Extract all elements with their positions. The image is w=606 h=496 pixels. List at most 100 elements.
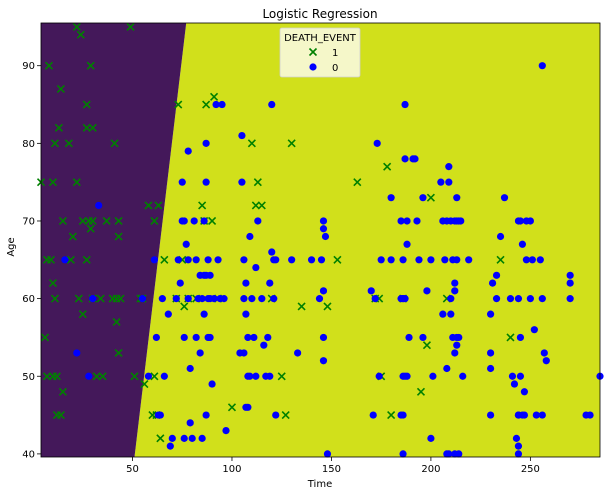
data-point-class-0 <box>413 217 421 225</box>
data-point-class-0 <box>492 295 501 303</box>
y-axis: 40 50 60 70 80 90 <box>22 61 41 460</box>
data-point-class-1 <box>72 178 81 187</box>
data-point-class-0 <box>89 295 97 303</box>
data-point-class-0 <box>405 333 413 342</box>
data-point-class-1 <box>333 255 342 264</box>
data-point-class-0 <box>496 232 505 241</box>
data-point-class-0 <box>415 256 423 264</box>
data-point-class-0 <box>441 256 449 264</box>
data-point-class-0 <box>399 256 407 264</box>
data-point-class-1 <box>247 139 256 148</box>
data-point-class-0 <box>397 217 405 225</box>
data-point-class-1 <box>88 123 97 132</box>
data-point-class-0 <box>516 333 525 342</box>
data-point-class-0 <box>401 295 409 303</box>
data-point-class-0 <box>196 349 204 357</box>
data-point-class-1 <box>297 302 306 311</box>
scatter-points <box>36 22 604 458</box>
data-point-class-1 <box>387 411 396 420</box>
x-tick-label: 100 <box>222 464 241 475</box>
data-point-class-1 <box>208 216 217 226</box>
data-point-class-1 <box>64 139 73 148</box>
data-point-class-0 <box>244 333 252 342</box>
data-point-class-0 <box>238 178 246 186</box>
data-point-class-0 <box>174 256 182 264</box>
data-point-class-0 <box>447 295 455 303</box>
data-point-class-1 <box>88 216 97 226</box>
data-point-class-0 <box>538 295 546 303</box>
data-point-class-0 <box>186 364 194 373</box>
data-point-class-1 <box>353 178 362 187</box>
data-point-class-0 <box>465 256 473 264</box>
data-point-class-1 <box>416 387 426 396</box>
data-point-class-1 <box>48 178 58 187</box>
data-point-class-0 <box>514 295 523 303</box>
data-point-class-0 <box>206 333 214 342</box>
data-point-class-0 <box>439 310 447 318</box>
data-point-class-0 <box>200 217 208 225</box>
data-point-class-0 <box>451 349 459 357</box>
data-point-class-0 <box>508 372 517 380</box>
data-point-class-0 <box>166 442 174 450</box>
data-point-class-0 <box>566 295 574 303</box>
data-point-class-1 <box>277 372 286 381</box>
data-point-class-0 <box>186 419 194 427</box>
legend-title: DEATH_EVENT <box>284 33 357 44</box>
data-point-class-1 <box>68 232 77 241</box>
data-point-class-1 <box>251 201 260 210</box>
data-point-class-0 <box>520 411 529 419</box>
data-point-class-0 <box>242 279 250 287</box>
data-point-class-0 <box>288 256 296 264</box>
data-point-class-0 <box>250 333 258 342</box>
data-point-class-0 <box>144 372 153 380</box>
data-point-class-0 <box>399 450 407 458</box>
data-point-class-0 <box>459 372 467 380</box>
data-point-class-0 <box>367 287 375 295</box>
data-point-class-0 <box>202 139 210 147</box>
data-point-class-0 <box>540 349 548 357</box>
data-point-class-0 <box>419 333 427 342</box>
data-point-class-0 <box>492 271 501 279</box>
data-point-class-0 <box>528 256 536 264</box>
data-point-class-0 <box>486 411 495 419</box>
data-point-class-0 <box>270 295 278 303</box>
data-point-class-0 <box>323 450 332 458</box>
data-point-class-1 <box>257 201 266 210</box>
data-point-class-0 <box>198 295 206 303</box>
plot-area <box>36 22 604 458</box>
data-point-class-0 <box>319 357 328 365</box>
data-point-class-1 <box>114 348 123 358</box>
data-point-class-0 <box>246 232 254 241</box>
data-point-class-0 <box>176 279 184 287</box>
data-point-class-0 <box>210 295 218 303</box>
legend-label-0: 0 <box>332 63 338 74</box>
data-point-class-1 <box>506 333 515 342</box>
data-point-class-1 <box>422 341 431 350</box>
data-point-class-0 <box>516 217 525 225</box>
data-point-class-0 <box>443 364 451 373</box>
data-point-class-1 <box>150 372 159 381</box>
data-point-class-0 <box>538 62 546 70</box>
data-point-class-0 <box>319 217 328 225</box>
data-point-class-0 <box>294 349 302 357</box>
y-tick-label: 80 <box>22 139 35 150</box>
data-point-class-0 <box>192 256 200 264</box>
data-point-class-0 <box>164 310 172 318</box>
data-point-class-0 <box>486 310 495 318</box>
data-point-class-1 <box>281 411 290 420</box>
data-point-class-0 <box>445 178 453 186</box>
x-tick-label: 50 <box>126 464 139 475</box>
data-point-class-0 <box>180 333 188 342</box>
legend-marker-circle-icon <box>309 63 317 71</box>
data-point-class-0 <box>526 295 534 303</box>
data-point-class-0 <box>566 279 574 287</box>
data-point-class-1 <box>210 92 219 101</box>
data-point-class-0 <box>455 333 463 342</box>
legend-marker-class-0 <box>309 63 317 71</box>
data-point-class-0 <box>532 411 540 419</box>
y-tick-label: 60 <box>22 294 35 305</box>
data-point-class-1 <box>74 294 83 303</box>
data-point-class-0 <box>180 434 188 442</box>
data-point-class-0 <box>206 271 214 279</box>
data-point-class-0 <box>512 434 521 442</box>
